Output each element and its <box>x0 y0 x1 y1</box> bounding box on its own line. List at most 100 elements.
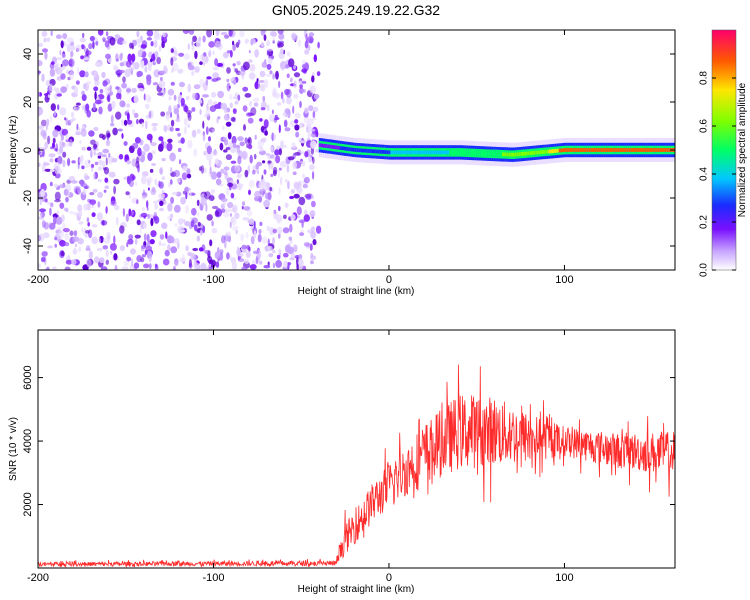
noise-speckle <box>210 171 218 180</box>
noise-speckle <box>292 105 295 114</box>
noise-speckle <box>247 138 251 143</box>
noise-speckle <box>38 263 41 269</box>
noise-speckle <box>231 262 238 270</box>
band-core <box>668 148 671 152</box>
noise-speckle <box>232 63 236 67</box>
noise-speckle <box>106 95 110 101</box>
noise-speckle <box>220 197 228 203</box>
noise-speckle <box>153 216 160 224</box>
noise-speckle <box>299 160 306 164</box>
noise-speckle <box>284 127 291 132</box>
noise-speckle <box>54 165 59 175</box>
noise-speckle <box>152 82 159 86</box>
noise-speckle <box>280 140 285 150</box>
band-core <box>329 144 332 149</box>
noise-speckle <box>121 119 125 126</box>
noise-speckle <box>49 181 53 187</box>
noise-speckle <box>141 175 147 185</box>
colorbar: 0.0 0.2 0.4 0.6 0.8 Normalized spectral ampl… <box>699 29 748 277</box>
noise-speckle <box>157 92 164 96</box>
noise-speckle <box>88 159 91 164</box>
noise-speckle <box>308 118 314 126</box>
noise-speckle <box>158 80 166 88</box>
noise-speckle <box>185 245 189 252</box>
noise-speckle <box>149 239 155 245</box>
noise-speckle <box>146 207 149 211</box>
noise-speckle <box>278 205 281 212</box>
noise-speckle <box>113 178 120 185</box>
noise-speckle <box>202 132 206 142</box>
noise-speckle <box>59 107 67 116</box>
noise-speckle <box>199 109 202 115</box>
band-core <box>413 150 416 155</box>
noise-speckle <box>248 49 251 54</box>
noise-speckle <box>105 259 110 265</box>
noise-speckle <box>272 263 275 269</box>
noise-speckle <box>242 201 246 206</box>
noise-speckle <box>257 233 262 243</box>
band-core <box>396 150 400 155</box>
noise-speckle <box>267 57 273 65</box>
noise-speckle <box>141 60 145 69</box>
noise-speckle <box>312 239 317 246</box>
noise-speckle <box>283 214 287 219</box>
noise-speckle <box>147 187 150 191</box>
noise-speckle <box>114 264 118 270</box>
band-core <box>432 150 435 155</box>
noise-speckle <box>95 40 99 46</box>
noise-speckle <box>309 85 317 94</box>
noise-speckle <box>94 80 100 86</box>
noise-speckle <box>136 219 141 226</box>
noise-speckle <box>160 243 167 247</box>
band-core <box>622 148 625 152</box>
noise-speckle <box>232 40 235 46</box>
noise-speckle <box>272 237 275 246</box>
noise-speckle <box>130 248 136 255</box>
band-core <box>636 148 640 152</box>
noise-speckle <box>125 213 129 222</box>
noise-speckle <box>187 43 190 50</box>
band-core <box>506 152 509 157</box>
band-core <box>348 147 351 152</box>
noise-speckle <box>196 199 200 206</box>
noise-speckle <box>79 73 85 78</box>
band-core <box>451 150 454 155</box>
noise-speckle <box>84 175 90 180</box>
noise-speckle <box>289 120 296 128</box>
band-core <box>358 148 362 153</box>
noise-speckle <box>200 197 207 206</box>
noise-speckle <box>93 86 99 92</box>
noise-speckle <box>104 177 109 183</box>
noise-speckle <box>172 62 179 72</box>
noise-speckle <box>46 266 50 270</box>
noise-speckle <box>242 105 248 112</box>
noise-speckle <box>73 86 79 95</box>
band-core <box>569 148 572 152</box>
noise-speckle <box>259 70 266 78</box>
noise-speckle <box>108 171 116 178</box>
band-core <box>548 149 551 154</box>
noise-speckle <box>114 34 120 39</box>
band-core <box>377 149 381 154</box>
noise-speckle <box>161 139 164 149</box>
noise-speckle <box>250 38 254 46</box>
band-core <box>365 148 368 153</box>
noise-speckle <box>59 49 62 56</box>
noise-speckle <box>275 259 282 268</box>
band-core <box>403 150 406 155</box>
noise-speckle <box>197 221 201 227</box>
noise-speckle <box>182 254 185 262</box>
band-core <box>398 150 402 155</box>
noise-speckle <box>192 247 199 252</box>
noise-speckle <box>247 165 251 174</box>
band-core <box>560 148 564 153</box>
noise-speckle <box>110 114 114 124</box>
noise-speckle <box>287 262 290 270</box>
band-core <box>575 148 579 152</box>
noise-speckle <box>194 262 201 270</box>
noise-speckle <box>226 252 230 260</box>
noise-speckle <box>214 40 222 48</box>
noise-speckle <box>56 57 63 61</box>
noise-speckle <box>94 61 102 68</box>
